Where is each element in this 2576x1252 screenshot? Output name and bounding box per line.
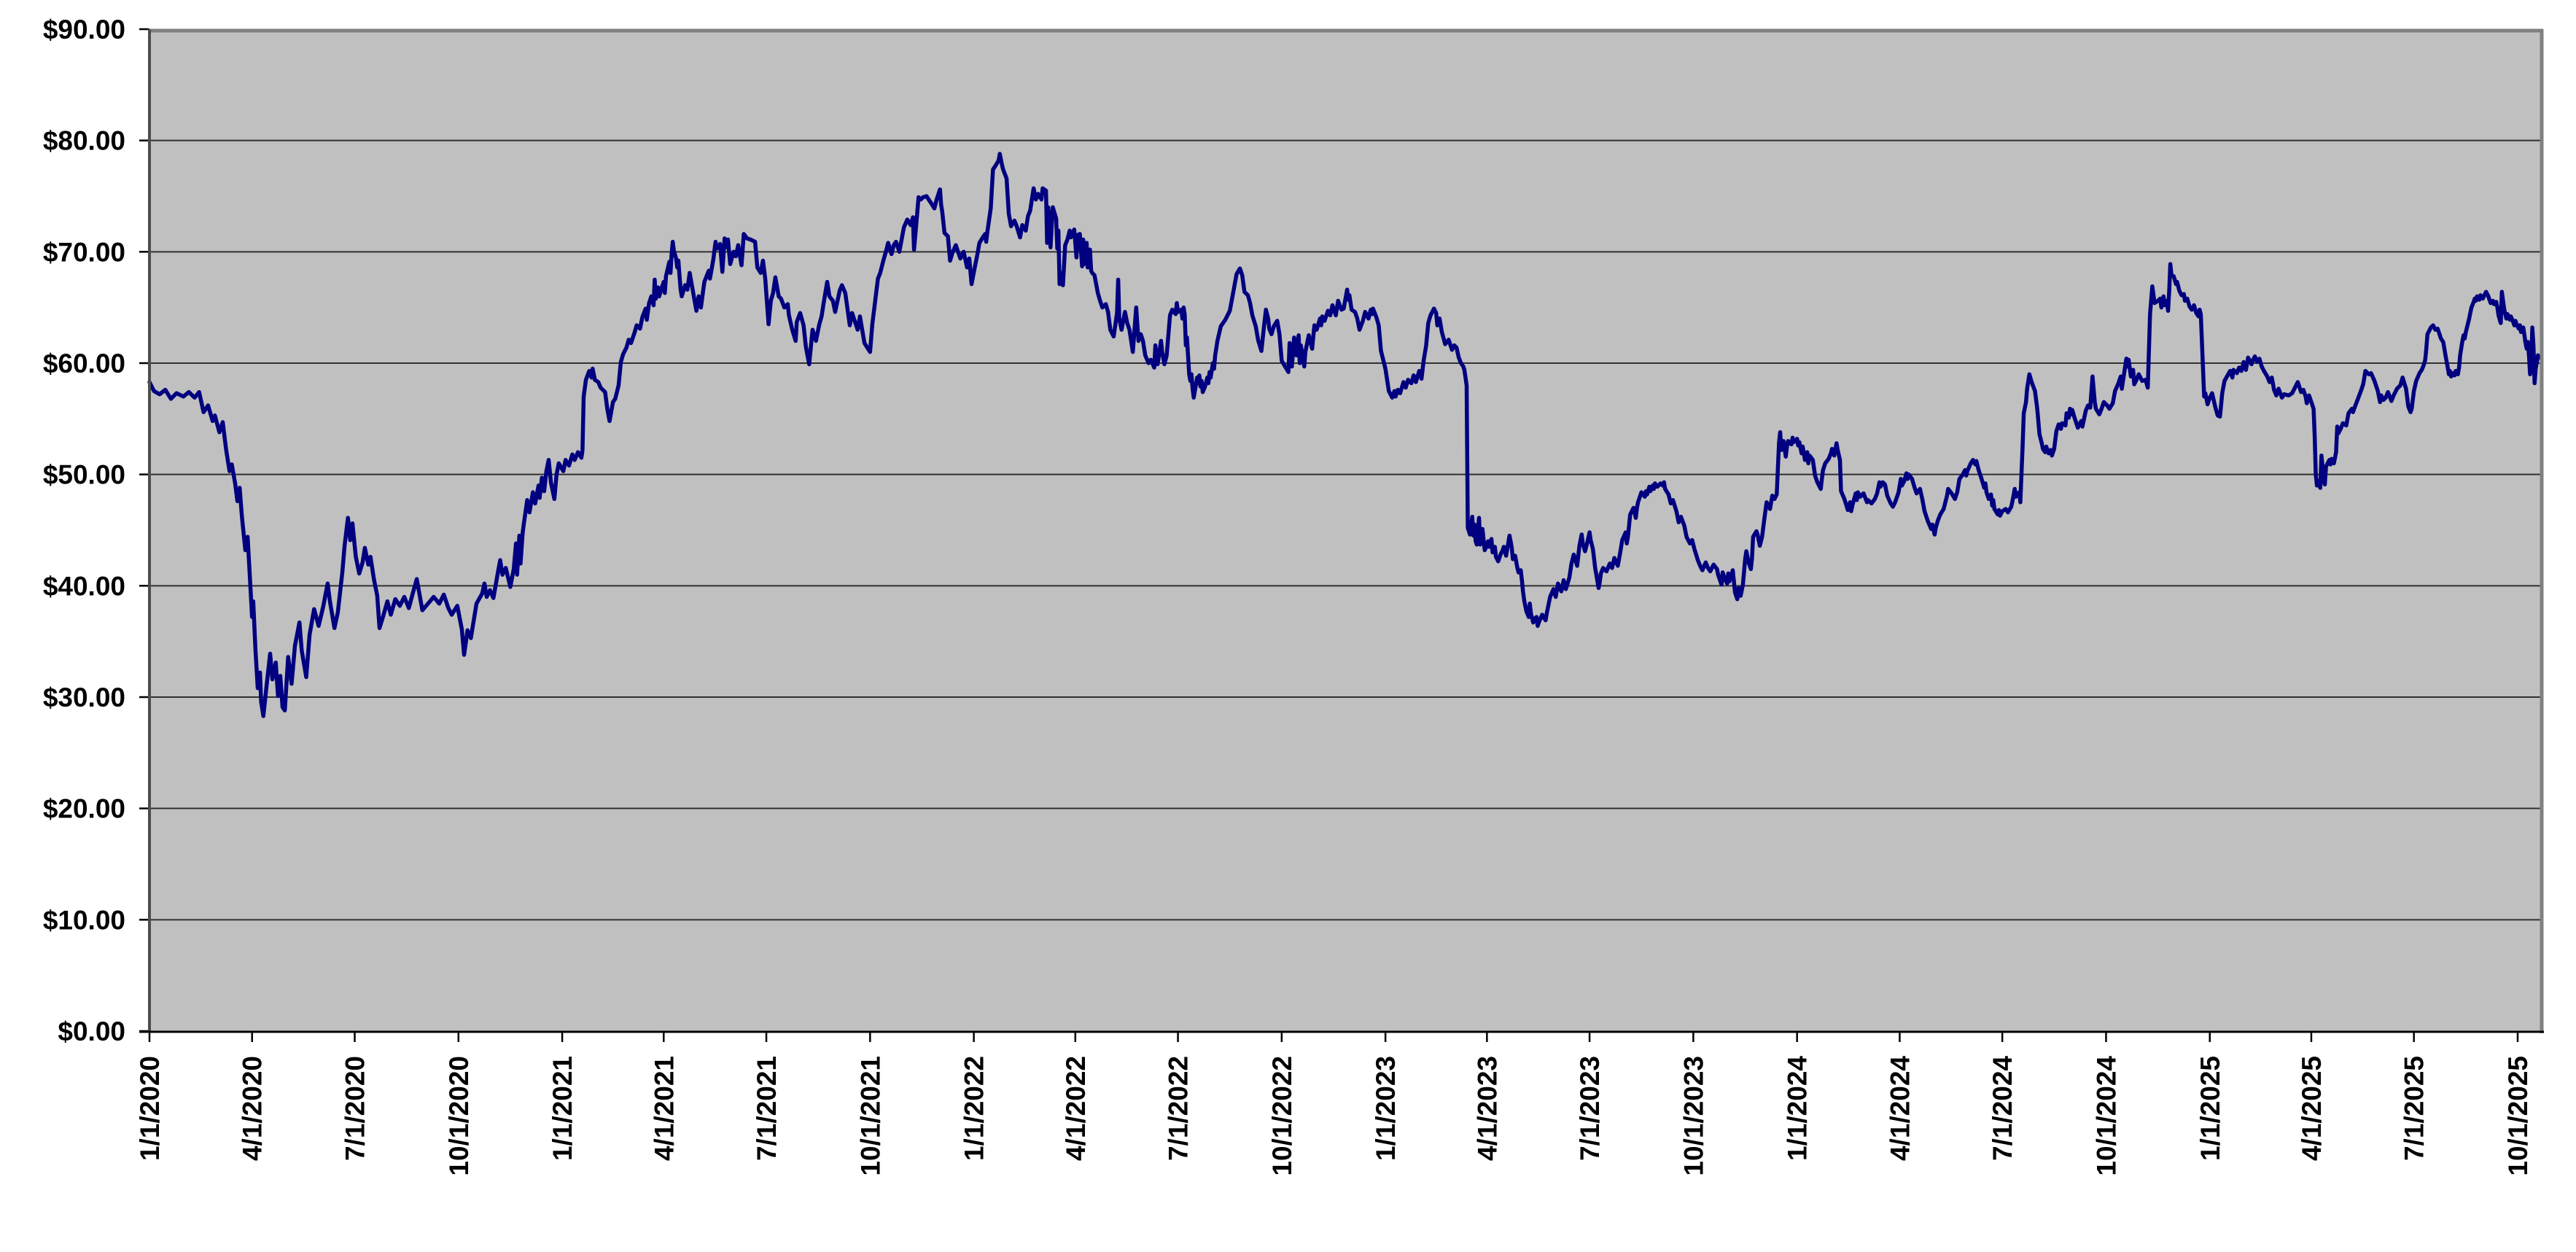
- x-axis-label: 10/1/2024: [2091, 1056, 2121, 1176]
- x-axis-label: 10/1/2022: [1267, 1056, 1297, 1176]
- x-axis-label: 7/1/2021: [752, 1056, 782, 1161]
- x-axis-label: 10/1/2021: [855, 1056, 885, 1176]
- x-axis-label: 7/1/2025: [2400, 1056, 2429, 1161]
- y-axis-label: $70.00: [43, 237, 125, 267]
- y-axis-label: $0.00: [58, 1016, 125, 1046]
- y-axis-label: $50.00: [43, 460, 125, 490]
- x-axis-label: 1/1/2025: [2195, 1056, 2225, 1161]
- x-axis-label: 4/1/2020: [238, 1056, 268, 1161]
- x-axis-label: 1/1/2021: [548, 1056, 577, 1161]
- y-axis-label: $90.00: [43, 15, 125, 44]
- x-axis-label: 4/1/2021: [649, 1056, 679, 1161]
- x-axis-label: 4/1/2024: [1885, 1056, 1915, 1161]
- y-axis-label: $80.00: [43, 126, 125, 156]
- x-axis-label: 1/1/2022: [960, 1056, 989, 1161]
- plot-area-background: [149, 29, 2542, 1031]
- x-axis-label: 7/1/2024: [1988, 1056, 2017, 1161]
- x-axis-label: 10/1/2020: [444, 1056, 474, 1176]
- x-axis-label: 4/1/2023: [1472, 1056, 1502, 1161]
- x-axis-label: 10/1/2023: [1678, 1056, 1708, 1176]
- x-axis-label: 4/1/2025: [2297, 1056, 2327, 1161]
- x-axis-label: 1/1/2020: [135, 1056, 165, 1161]
- x-axis-label: 1/1/2024: [1783, 1056, 1813, 1161]
- y-axis-label: $20.00: [43, 794, 125, 824]
- x-axis-label: 7/1/2020: [340, 1056, 370, 1161]
- x-axis-label: 10/1/2025: [2503, 1056, 2533, 1176]
- y-axis-label: $10.00: [43, 905, 125, 935]
- y-axis-label: $40.00: [43, 571, 125, 601]
- x-axis-label: 1/1/2023: [1371, 1056, 1401, 1161]
- x-axis-label: 7/1/2023: [1575, 1056, 1605, 1161]
- x-axis-label: 4/1/2022: [1061, 1056, 1091, 1161]
- y-axis-label: $30.00: [43, 683, 125, 712]
- price-line-series-price: [147, 152, 2542, 718]
- y-axis-label: $60.00: [43, 349, 125, 378]
- x-axis-label: 7/1/2022: [1164, 1056, 1194, 1161]
